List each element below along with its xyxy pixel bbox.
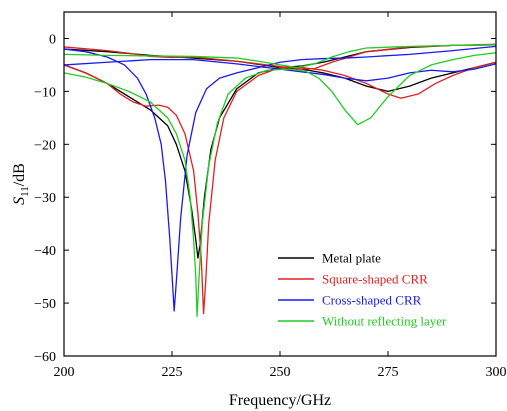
ticks-layer: 200 225 250 275 300 0 −10 −20 −30 −40 −50 −60 [34,12,507,380]
y-tick-label-6: −60 [34,350,56,365]
series-line-2 [64,61,496,315]
y-axis-label-sub: 11 [19,186,31,197]
x-tick-label-3: 275 [378,365,399,380]
y-tick-label-1: −10 [34,85,56,100]
legend-label-0: Metal plate [322,251,381,266]
legend-label-3: Without reflecting layer [322,314,447,329]
y-tick-label-3: −30 [34,191,56,206]
y-axis-label: S11/dB [11,163,31,205]
legend: Metal plate Square-shaped CRR Cross-shaped… [278,251,447,329]
series-line-4 [64,45,496,312]
series-line-7 [64,44,496,69]
x-tick-label-2: 250 [270,365,291,380]
y-tick-label-2: −20 [34,138,56,153]
x-axis-label: Frequency/GHz [229,392,331,409]
y-axis-label-suffix: /dB [11,163,28,186]
series-line-5 [64,58,496,82]
series-line-6 [64,52,496,317]
x-tick-label-4: 300 [486,365,507,380]
x-tick-label-1: 225 [162,365,183,380]
y-tick-label-5: −50 [34,297,56,312]
y-tick-label-0: 0 [49,32,56,47]
series-layer [64,43,496,317]
y-axis-label-main: S [11,197,28,205]
x-tick-label-0: 200 [54,365,75,380]
plot-frame [63,11,497,357]
legend-label-2: Cross-shaped CRR [322,293,422,308]
y-tick-label-4: −40 [34,244,56,259]
legend-label-1: Square-shaped CRR [322,272,428,287]
